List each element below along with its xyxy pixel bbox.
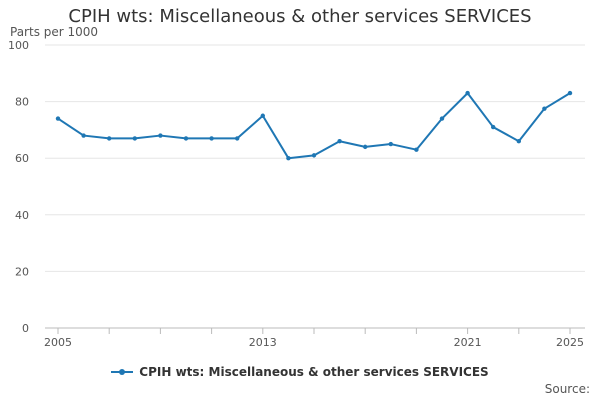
data-point	[286, 156, 291, 161]
y-tick-label: 100	[8, 39, 29, 52]
data-point	[567, 90, 573, 96]
y-axis-label: Parts per 1000	[10, 25, 99, 39]
x-tick-label: 2025	[556, 336, 584, 349]
data-point	[465, 90, 470, 96]
data-point	[158, 133, 163, 138]
y-tick-label: 20	[15, 265, 29, 278]
data-point	[363, 144, 368, 150]
x-tick-label: 2013	[249, 336, 277, 349]
series-layer	[55, 90, 573, 161]
data-point	[81, 133, 86, 138]
y-tick-label: 40	[15, 209, 29, 222]
data-point	[388, 141, 393, 147]
data-point	[516, 139, 521, 144]
legend-label: CPIH wts: Miscellaneous & other services…	[139, 365, 489, 379]
x-axis: 2005 2013 2021 2025	[44, 328, 584, 349]
y-tick-label: 0	[22, 322, 29, 335]
data-point	[107, 136, 112, 141]
y-tick-label: 80	[15, 96, 29, 109]
legend-line-icon	[111, 367, 134, 377]
source-label: Source:	[544, 382, 590, 396]
grid-lines	[45, 44, 585, 329]
data-point	[209, 136, 214, 141]
y-tick-labels: 0 20 40 60 80 100	[8, 39, 29, 335]
data-point	[183, 136, 189, 141]
data-point	[542, 106, 547, 111]
x-tick-label: 2005	[44, 336, 72, 349]
data-point	[414, 147, 419, 152]
data-point	[235, 136, 240, 141]
data-point	[260, 113, 265, 118]
data-point	[491, 124, 496, 130]
y-tick-label: 60	[15, 152, 29, 165]
data-point	[55, 116, 61, 121]
legend[interactable]: CPIH wts: Miscellaneous & other services…	[0, 365, 600, 379]
x-tick-label: 2021	[454, 336, 482, 349]
data-point	[337, 139, 342, 144]
data-point	[311, 153, 317, 158]
data-point	[132, 136, 137, 141]
chart-title: CPIH wts: Miscellaneous & other services…	[68, 6, 532, 27]
data-point	[439, 116, 445, 121]
